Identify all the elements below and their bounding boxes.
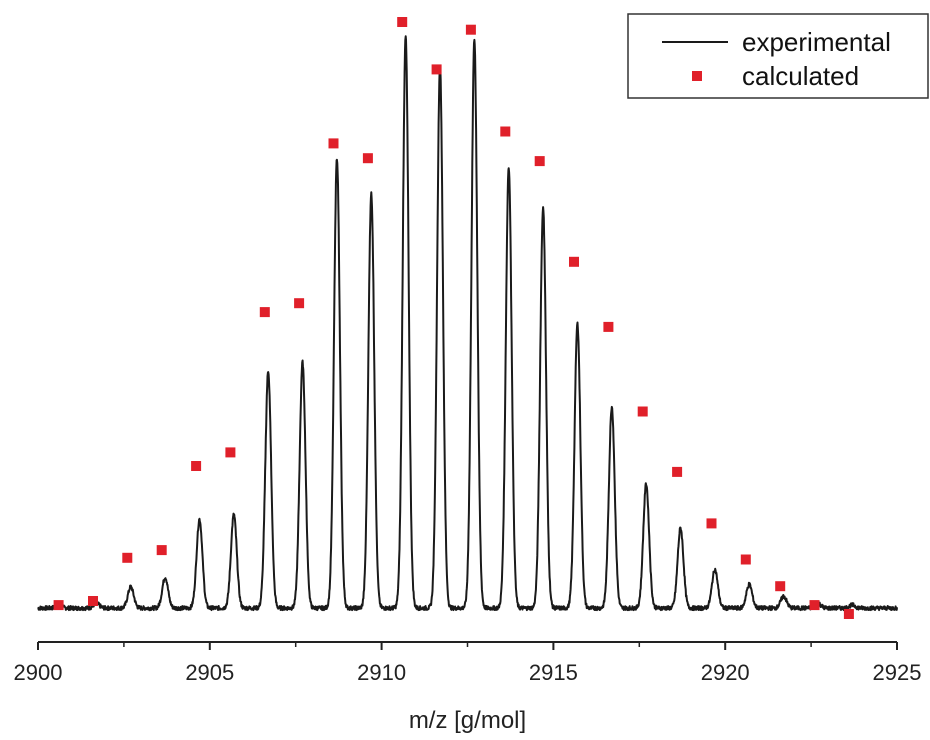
legend-box [627, 13, 929, 99]
calculated-point [637, 406, 648, 417]
x-tick-label: 2925 [873, 660, 922, 685]
plot-area [37, 17, 898, 619]
x-tick-label: 2900 [14, 660, 63, 685]
calculated-point [465, 24, 476, 35]
x-tick-label: 2915 [529, 660, 578, 685]
calculated-point [122, 552, 133, 563]
calculated-point [603, 321, 614, 332]
calculated-point [534, 156, 545, 167]
calculated-point [225, 447, 236, 458]
calculated-point [259, 307, 270, 318]
calculated-point [53, 600, 64, 611]
legend-experimental-label: experimental [742, 27, 891, 57]
calculated-point [809, 600, 820, 611]
legend-calculated-label: calculated [742, 61, 859, 91]
legend: experimental calculated [627, 13, 929, 99]
x-tick-label: 2910 [357, 660, 406, 685]
calculated-point [672, 466, 683, 477]
calculated-series-markers [53, 17, 854, 619]
calculated-point [500, 126, 511, 137]
calculated-point [775, 581, 786, 592]
calculated-point [156, 545, 167, 556]
calculated-point [843, 609, 854, 619]
x-tick-label: 2920 [701, 660, 750, 685]
calculated-point [397, 17, 408, 27]
legend-calculated-swatch [692, 71, 702, 81]
calculated-point [569, 256, 579, 267]
calculated-point [88, 596, 98, 606]
calculated-point [294, 298, 305, 309]
calculated-point [362, 153, 373, 164]
x-tick-label: 2905 [185, 660, 234, 685]
calculated-point [328, 138, 339, 149]
x-ticks: 2900 2905 2910 2915 2920 2925 [14, 642, 922, 685]
calculated-point [740, 554, 751, 565]
x-axis-title: m/z [g/mol] [409, 707, 526, 734]
calculated-point [706, 518, 717, 529]
x-axis: 2900 2905 2910 2915 2920 2925 m/z [g/mol] [14, 641, 922, 734]
calculated-point [431, 64, 442, 75]
experimental-series-line [37, 35, 898, 612]
calculated-point [191, 461, 202, 471]
